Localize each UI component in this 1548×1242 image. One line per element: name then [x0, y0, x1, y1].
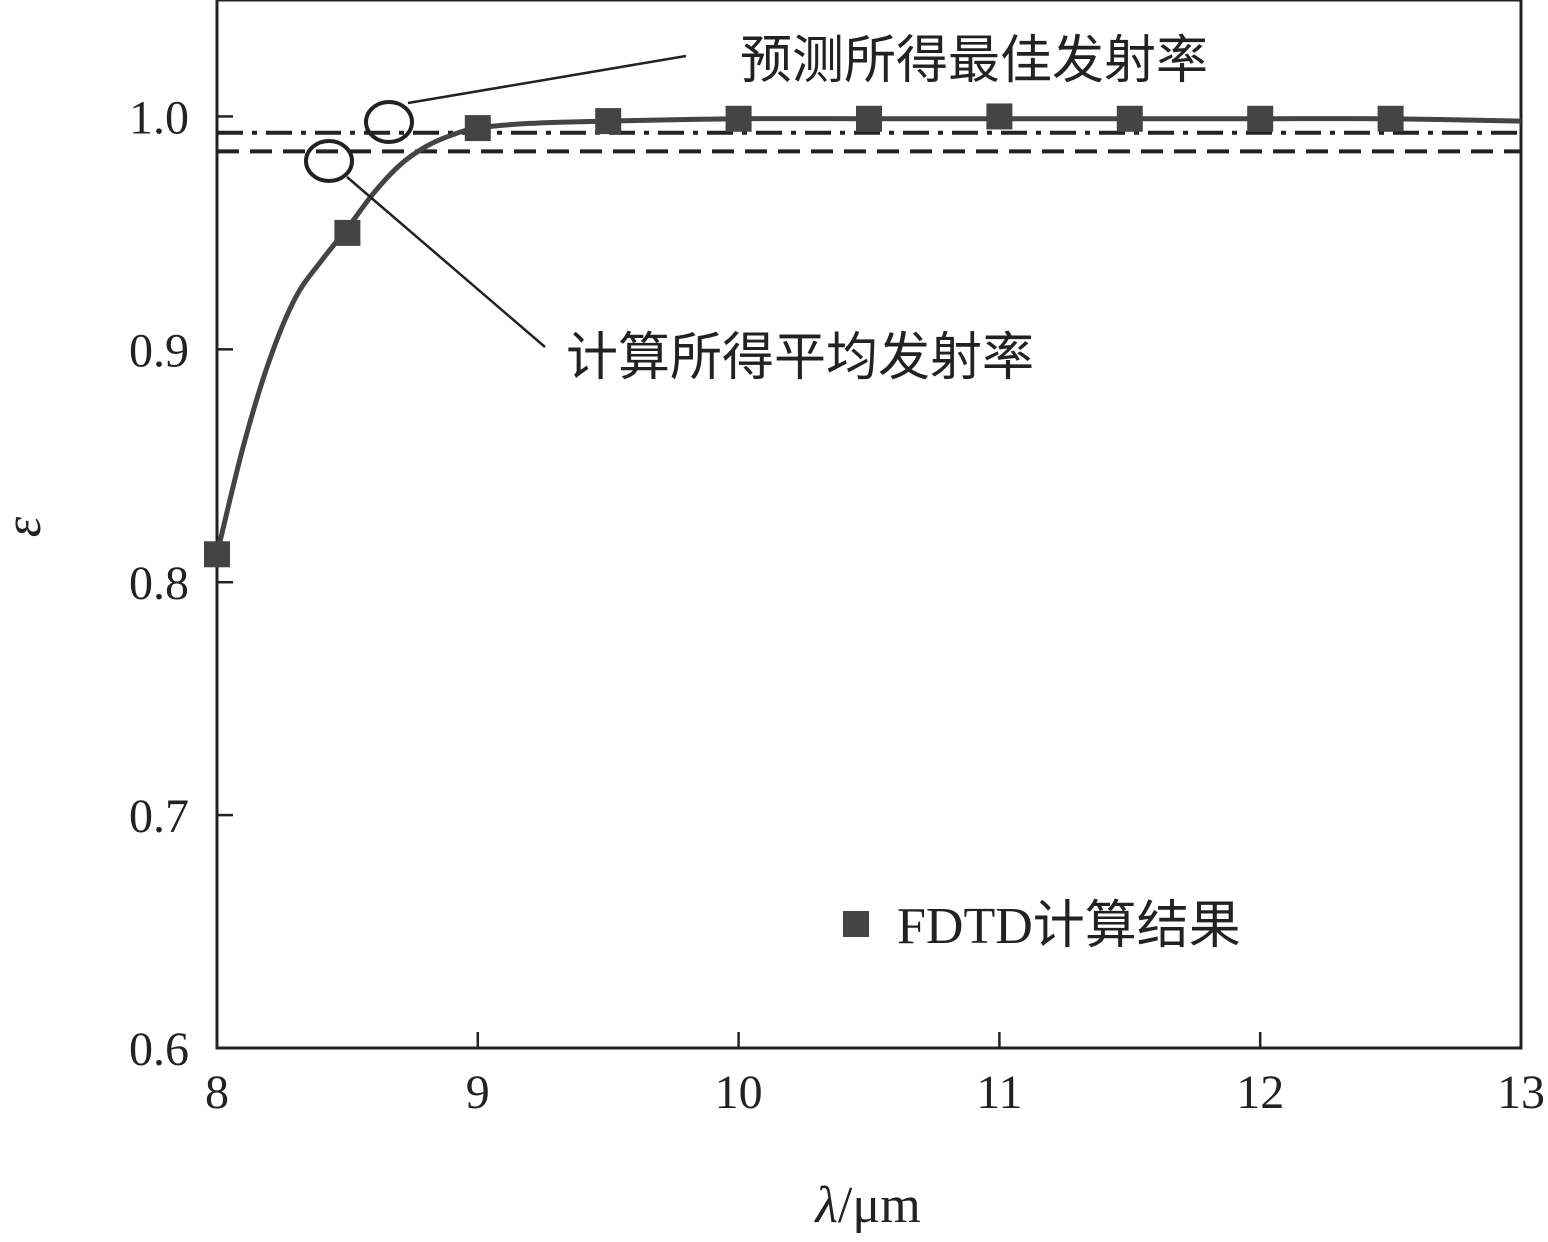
fdtd-point [1247, 105, 1274, 132]
x-tick-label: 10 [715, 1066, 763, 1119]
fdtd-point [1116, 105, 1143, 132]
legend-label: FDTD计算结果 [897, 898, 1241, 955]
fdtd-point [725, 105, 752, 132]
annotation-mean: 计算所得平均发射率 [304, 139, 1034, 388]
x-axis-label: λ/μm [813, 1177, 920, 1234]
axis-ticks: 8 9 10 11 12 13 0.6 0.7 0.8 0.9 1.0 [129, 91, 1545, 1119]
y-tick-label: 0.8 [129, 557, 189, 610]
annotation-mean-leader [346, 176, 546, 348]
x-tick-label: 13 [1497, 1066, 1545, 1119]
legend-marker [843, 911, 869, 937]
fdtd-point [856, 105, 882, 132]
x-tick-label: 12 [1236, 1066, 1284, 1119]
fdtd-point [986, 103, 1013, 130]
annotation-mean-label: 计算所得平均发射率 [566, 328, 1034, 388]
annotation-mean-ellipse [304, 139, 354, 183]
fdtd-markers [204, 103, 1404, 568]
x-tick-label: 11 [976, 1066, 1022, 1119]
y-tick-label: 0.7 [129, 790, 189, 843]
plot-frame [215, 0, 1523, 1050]
x-axis-symbol: λ [813, 1177, 838, 1234]
reference-lines [217, 130, 1521, 154]
fdtd-point [464, 115, 491, 142]
y-axis-label: ε [0, 516, 52, 537]
y-tick-label: 0.6 [129, 1023, 189, 1076]
legend: FDTD计算结果 [843, 898, 1241, 955]
y-tick-label: 0.9 [129, 324, 189, 377]
x-tick-label: 8 [205, 1066, 229, 1119]
fdtd-point [334, 219, 361, 246]
annotation-best-label: 预测所得最佳发射率 [740, 31, 1208, 91]
x-tick-label: 9 [466, 1066, 490, 1119]
fdtd-point [595, 108, 622, 135]
fdtd-point [204, 541, 230, 568]
annotation-best: 预测所得最佳发射率 [364, 31, 1208, 144]
x-axis-unit: /μm [838, 1177, 921, 1234]
annotation-best-leader [407, 54, 687, 105]
fit-curve [214, 116, 1522, 555]
fdtd-point [1377, 105, 1404, 132]
y-tick-label: 1.0 [129, 91, 189, 144]
annotation-best-ellipse [364, 100, 414, 144]
